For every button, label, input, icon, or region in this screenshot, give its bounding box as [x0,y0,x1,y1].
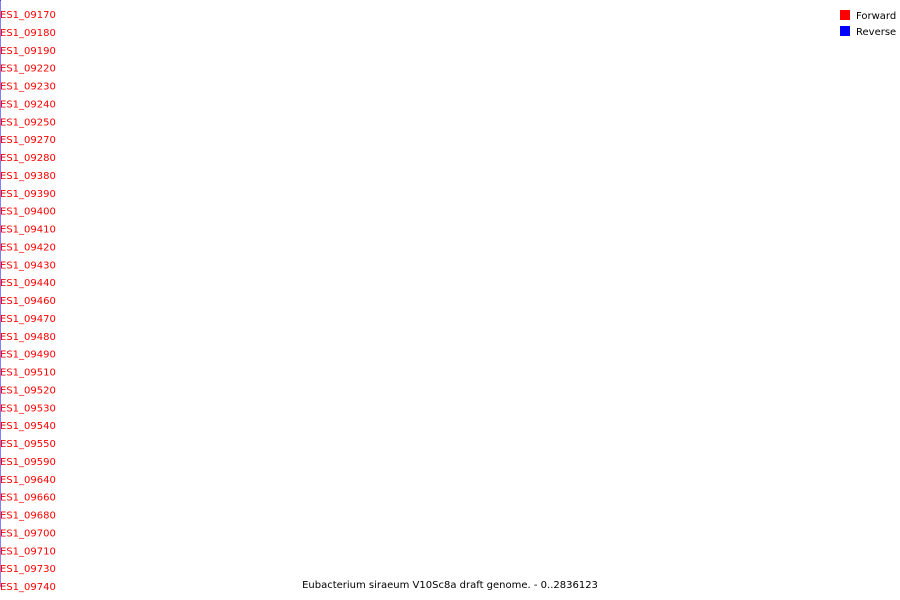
forward-gene-label: ES1_09280 [0,153,56,164]
forward-gene-label: ES1_09470 [0,314,56,325]
forward-gene-label: ES1_09660 [0,493,56,504]
forward-gene-label: ES1_09460 [0,296,56,307]
forward-gene-label: ES1_09520 [0,385,56,396]
forward-gene-label: ES1_09490 [0,350,56,361]
forward-gene-label: ES1_09710 [0,546,56,557]
forward-legend-label: Forward [856,11,896,22]
forward-gene-label: ES1_09550 [0,439,56,450]
forward-gene-label: ES1_09440 [0,278,56,289]
forward-gene-label: ES1_09640 [0,475,56,486]
forward-gene-label: ES1_09510 [0,368,56,379]
forward-gene-label: ES1_09390 [0,189,56,200]
legend: Forward Reverse [840,10,896,38]
forward-gene-label: ES1_09590 [0,457,56,468]
forward-gene-label: ES1_09540 [0,421,56,432]
gene-labels: ES1_09170 ES1_09180 ES1_09190 ES1_09220 ES1_… [0,0,56,593]
forward-gene-label: ES1_09400 [0,207,56,218]
forward-gene-label: ES1_09250 [0,117,56,128]
forward-gene-label: ES1_09530 [0,403,56,414]
forward-gene-label: ES1_09380 [0,171,56,182]
forward-gene-label: ES1_09740 [0,582,56,593]
forward-legend-swatch [840,10,850,20]
forward-gene-label: ES1_09190 [0,46,56,57]
forward-gene-label: ES1_09240 [0,99,56,110]
forward-gene-label: ES1_09680 [0,511,56,522]
reverse-legend-swatch [840,26,850,36]
forward-gene-label: ES1_09230 [0,82,56,93]
forward-gene-label: ES1_09410 [0,225,56,236]
forward-gene-label: ES1_09700 [0,528,56,539]
forward-gene-label: ES1_09480 [0,332,56,343]
forward-gene-label: ES1_09730 [0,564,56,575]
forward-gene-label: ES1_09170 [0,10,56,21]
forward-gene-label: ES1_09270 [0,135,56,146]
forward-gene-label: ES1_09420 [0,242,56,253]
forward-gene-label: ES1_09430 [0,260,56,271]
forward-gene-label: ES1_09180 [0,28,56,39]
reverse-legend-label: Reverse [856,27,896,38]
map-caption: Eubacterium siraeum V10Sc8a draft genome… [302,580,598,591]
forward-gene-label: ES1_09220 [0,64,56,75]
